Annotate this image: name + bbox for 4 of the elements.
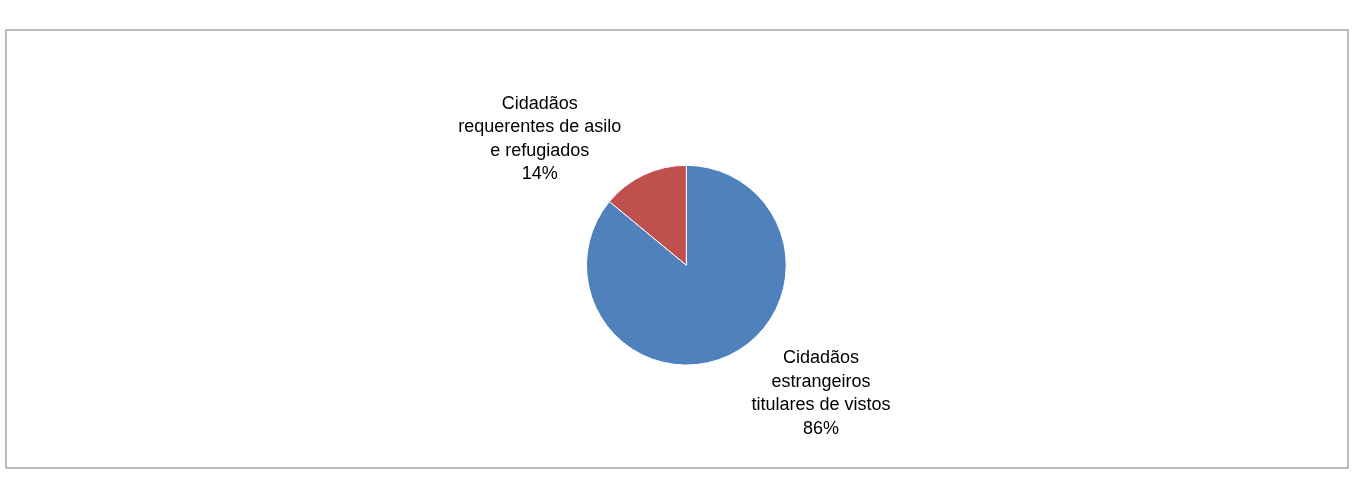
slice-label: Cidadãos requerentes de asilo e refugiados [458, 92, 622, 160]
data-label: 86% [802, 417, 839, 438]
data-label: 14% [521, 163, 558, 184]
slice-label: Cidadãos estrangeiros titulares de vistos [751, 347, 891, 415]
